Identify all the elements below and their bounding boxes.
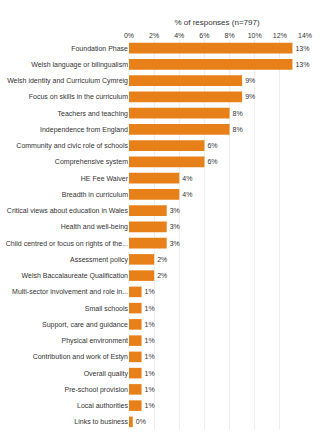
svg-text:8%: 8%	[233, 110, 243, 117]
svg-text:1%: 1%	[145, 370, 155, 377]
svg-text:1%: 1%	[145, 321, 155, 328]
svg-text:Foundation Phase: Foundation Phase	[71, 45, 128, 52]
svg-text:9%: 9%	[245, 93, 255, 100]
svg-text:Local authorities: Local authorities	[77, 402, 128, 409]
svg-text:12%: 12%	[273, 32, 287, 39]
svg-text:Small schools: Small schools	[85, 305, 129, 312]
svg-text:Health and well-being: Health and well-being	[61, 223, 128, 231]
svg-text:Contribution and work of Estyn: Contribution and work of Estyn	[33, 353, 128, 361]
svg-text:Physical environment: Physical environment	[61, 337, 128, 345]
svg-text:Pre-school provision: Pre-school provision	[65, 386, 129, 394]
svg-text:Welsh language or bilingualism: Welsh language or bilingualism	[31, 61, 128, 69]
svg-text:4%: 4%	[182, 191, 192, 198]
svg-text:Support, care and guidance: Support, care and guidance	[42, 321, 128, 329]
svg-text:Community and civic role of sc: Community and civic role of schools	[16, 142, 128, 150]
svg-text:Welsh Baccalaureate Qualificat: Welsh Baccalaureate Qualification	[22, 272, 129, 280]
svg-text:2%: 2%	[157, 272, 167, 279]
svg-text:Critical views about education: Critical views about education in Wales	[7, 207, 129, 214]
svg-text:6%: 6%	[207, 158, 217, 165]
svg-text:9%: 9%	[245, 77, 255, 84]
svg-text:Teachers and teaching: Teachers and teaching	[58, 110, 129, 118]
svg-text:Independence from England: Independence from England	[40, 126, 128, 134]
svg-text:Comprehensive system: Comprehensive system	[55, 158, 128, 166]
svg-text:1%: 1%	[145, 353, 155, 360]
svg-text:3%: 3%	[170, 223, 180, 230]
svg-text:4%: 4%	[174, 32, 184, 39]
svg-text:Child centred or focus on righ: Child centred or focus on rights of the.…	[6, 240, 128, 248]
svg-text:4%: 4%	[182, 175, 192, 182]
svg-text:3%: 3%	[170, 240, 180, 247]
svg-text:3%: 3%	[170, 207, 180, 214]
svg-text:1%: 1%	[145, 337, 155, 344]
svg-text:1%: 1%	[145, 386, 155, 393]
svg-text:13%: 13%	[295, 61, 309, 68]
svg-text:Multi-sector involvement and r: Multi-sector involvement and role in...	[12, 288, 128, 295]
svg-text:8%: 8%	[225, 32, 235, 39]
svg-text:6%: 6%	[207, 142, 217, 149]
svg-text:10%: 10%	[248, 32, 262, 39]
svg-text:% of responses (n=797): % of responses (n=797)	[174, 18, 259, 27]
svg-text:Links to business: Links to business	[74, 418, 128, 425]
svg-text:14%: 14%	[298, 32, 312, 39]
svg-text:13%: 13%	[295, 45, 309, 52]
svg-text:2%: 2%	[157, 256, 167, 263]
svg-text:HE Fee Waiver: HE Fee Waiver	[81, 175, 129, 182]
svg-text:1%: 1%	[145, 305, 155, 312]
svg-text:Assessment policy: Assessment policy	[70, 256, 128, 264]
svg-text:Focus on skills in the curricu: Focus on skills in the curriculum	[29, 93, 128, 100]
svg-text:8%: 8%	[233, 126, 243, 133]
svg-text:0%: 0%	[136, 418, 146, 425]
svg-text:1%: 1%	[145, 402, 155, 409]
svg-text:2%: 2%	[149, 32, 159, 39]
svg-text:0%: 0%	[124, 32, 134, 39]
svg-text:6%: 6%	[199, 32, 209, 39]
svg-text:1%: 1%	[145, 288, 155, 295]
svg-text:Breadth in curriculum: Breadth in curriculum	[62, 191, 128, 198]
svg-text:Welsh identity and Curriculum: Welsh identity and Curriculum Cymreig	[7, 77, 128, 85]
svg-text:Overall quality: Overall quality	[84, 370, 129, 378]
